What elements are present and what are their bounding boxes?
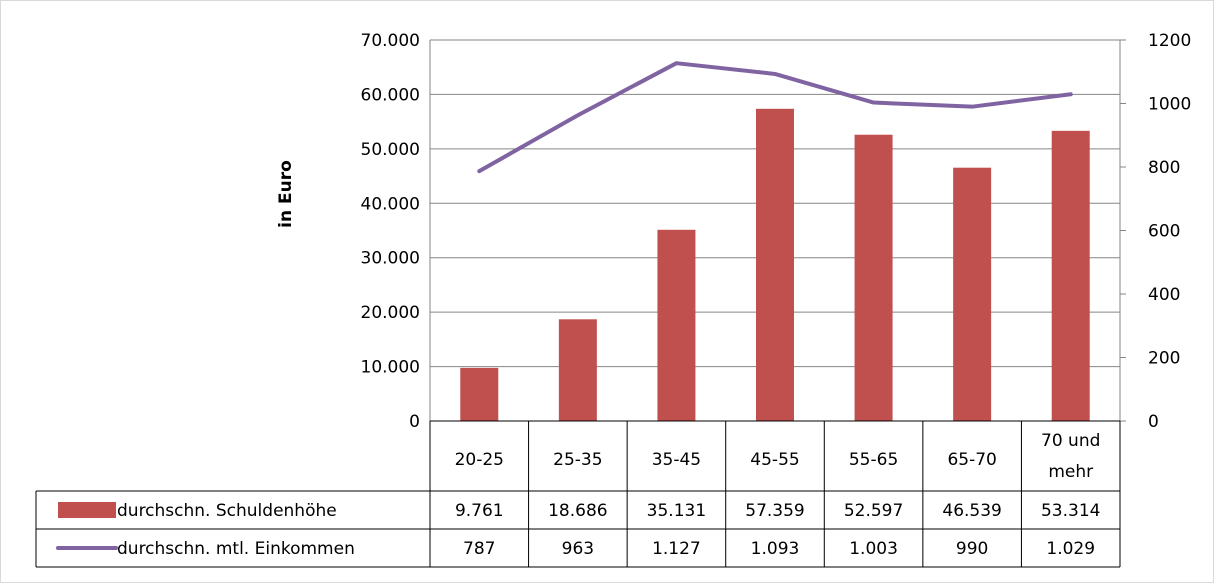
- x-tick-label: mehr: [1048, 462, 1093, 482]
- data-label: 53.314: [1041, 501, 1100, 521]
- data-label: 18.686: [548, 501, 607, 521]
- x-tick-label: 20-25: [455, 450, 504, 470]
- bar: [854, 134, 893, 421]
- data-label: 1.093: [751, 539, 800, 559]
- x-tick-label: 45-55: [750, 450, 799, 470]
- y-tick-label: 20.000: [361, 303, 420, 323]
- bar-series: [460, 108, 1090, 421]
- bar: [657, 229, 696, 421]
- y-tick-label: 0: [409, 412, 420, 432]
- data-label: 1.127: [652, 539, 701, 559]
- data-label: 57.359: [745, 501, 804, 521]
- data-label: 52.597: [844, 501, 903, 521]
- y2-tick-label: 400: [1148, 285, 1180, 305]
- data-label: 9.761: [455, 501, 504, 521]
- data-table: 20-25 25-35 35-45 45-55 55-65 65-70 70 und mehr…: [35, 420, 1121, 568]
- legend-key-bar: [58, 502, 116, 518]
- y-axis-label: in Euro: [276, 160, 296, 228]
- bar: [460, 367, 499, 421]
- y-tick-label: 60.000: [361, 85, 420, 105]
- series-name: durchschn. Schuldenhöhe: [117, 501, 337, 521]
- data-label: 963: [562, 539, 594, 559]
- y2-tick-label: 200: [1148, 349, 1180, 369]
- line-series: [477, 61, 1073, 174]
- y2-tick-label: 800: [1148, 158, 1180, 178]
- bar: [1051, 130, 1090, 421]
- income-line: [477, 61, 1073, 174]
- data-label: 35.131: [647, 501, 706, 521]
- y-tick-label: 70.000: [361, 31, 420, 51]
- data-label: 990: [956, 539, 988, 559]
- y-tick-label: 40.000: [361, 194, 420, 214]
- y2-tick-label: 0: [1148, 412, 1159, 432]
- y-tick-label: 30.000: [361, 249, 420, 269]
- y2-tick-label: 1200: [1148, 31, 1191, 51]
- x-tick-label: 70 und: [1041, 431, 1100, 451]
- x-tick-label: 55-65: [849, 450, 898, 470]
- bar: [558, 319, 597, 421]
- x-tick-label: 35-45: [652, 450, 701, 470]
- axes: 0 10.000 20.000 30.000 40.000 50.000 60.000 70.…: [361, 31, 1192, 432]
- x-tick-label: 25-35: [553, 450, 602, 470]
- series-name: durchschn. mtl. Einkommen: [117, 539, 355, 559]
- x-tick-label: 65-70: [947, 450, 996, 470]
- y2-tick-label: 600: [1148, 222, 1180, 242]
- y-tick-label: 50.000: [361, 140, 420, 160]
- data-label: 1.003: [849, 539, 898, 559]
- data-label: 787: [463, 539, 495, 559]
- bar: [953, 167, 992, 421]
- data-label: 1.029: [1046, 539, 1095, 559]
- y2-tick-label: 1000: [1148, 95, 1191, 115]
- data-label: 46.539: [942, 501, 1001, 521]
- y-tick-label: 10.000: [361, 358, 420, 378]
- bar: [756, 108, 794, 421]
